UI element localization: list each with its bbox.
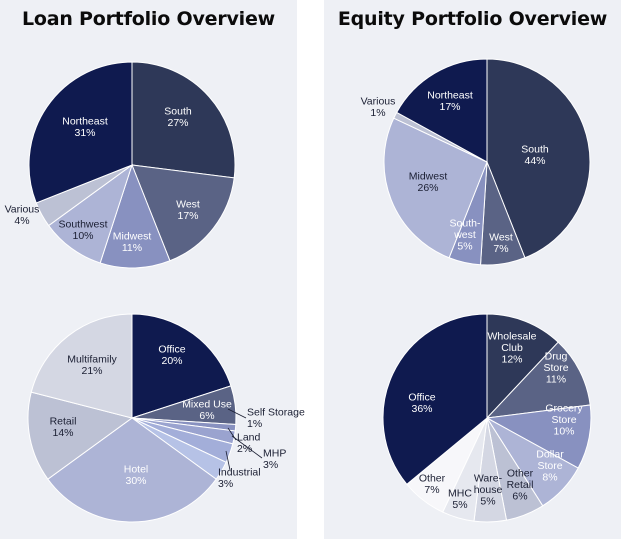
- slice-label-south: South 44%: [521, 143, 549, 167]
- pie-slice-office: [131, 313, 232, 419]
- slice-label-west: West 17%: [176, 198, 200, 222]
- slice-label-retail: Retail 14%: [50, 415, 77, 439]
- pie-slice-south: [486, 58, 591, 259]
- pie-slice-midwest: [383, 117, 488, 259]
- slice-label-office: Office 20%: [158, 343, 185, 367]
- loan-region-pie: South 27% West 17% Midwest 11%Southwest 10% Var…: [5, 61, 236, 269]
- slice-label-midwest: Midwest 26%: [409, 170, 448, 194]
- slice-label-mhp: MHP 3%: [263, 447, 286, 471]
- slice-label-various: Various 1%: [361, 95, 396, 119]
- equity-portfolio-title: Equity Portfolio Overview: [337, 8, 608, 30]
- slice-label-various: Various 4%: [5, 203, 40, 227]
- loan-portfolio-title: Loan Portfolio Overview: [21, 8, 276, 30]
- pie-slice-northeast: [396, 58, 488, 163]
- slice-label-multifamily: Multifamily 21%: [67, 353, 117, 377]
- slice-label-other-retail: Other Retail 6%: [507, 468, 534, 503]
- leader-line-mhp: [231, 435, 263, 459]
- slice-label-land: Land 2%: [237, 431, 261, 455]
- pie-slice-multifamily: [30, 313, 133, 419]
- slice-label-grocery-store: Grocery Store 10%: [545, 403, 583, 438]
- pie-slice-retail: [27, 391, 134, 480]
- leader-line-self-storage: [227, 408, 247, 419]
- slice-label-hotel: Hotel 30%: [124, 463, 149, 487]
- leader-line-industrial: [225, 450, 231, 471]
- slice-label-industrial: Industrial 3%: [218, 466, 261, 490]
- slice-label-south: South 27%: [164, 105, 192, 129]
- slice-label-mhc: MHC 5%: [448, 487, 472, 511]
- slice-label-drug-store: Drug Store 11%: [543, 351, 568, 386]
- pie-slice-midwest: [99, 163, 171, 269]
- slice-label-wholesale-club: Wholesale Club 12%: [487, 331, 536, 366]
- pie-slice-west: [131, 164, 235, 262]
- slice-label-midwest: Midwest 11%: [113, 230, 152, 254]
- slice-label-ware-house: Ware-house 5%: [474, 473, 503, 508]
- slice-label-other: Other 7%: [419, 472, 446, 496]
- slice-label-northeast: Northeast 31%: [62, 115, 108, 139]
- equity-region-pie: South 44% West 7% South-west 5%Midwest 26% Vari…: [361, 58, 591, 266]
- pie-slice-hotel: [47, 417, 217, 523]
- pie-slice-office: [382, 313, 488, 485]
- pie-slice-south: [131, 61, 236, 179]
- equity-property-type-pie: Wholesale Club 12% Drug Store 11% Grocery Store…: [382, 313, 592, 523]
- slice-label-mixed-use: Mixed Use 6%: [182, 398, 232, 422]
- slice-label-south-west: South-west 5%: [450, 218, 481, 253]
- pie-slice-wholesale-club: [486, 313, 559, 420]
- slice-label-dollar-store: Dollar Store 8%: [536, 449, 564, 484]
- slice-label-southwest: Southwest 10%: [58, 218, 107, 242]
- slice-label-northeast: Northeast 17%: [427, 89, 473, 113]
- slice-label-self-storage: Self Storage 1%: [247, 406, 305, 430]
- pie-slice-drug-store: [485, 341, 591, 419]
- pie-slice-northeast: [28, 61, 133, 204]
- slice-label-office: Office 36%: [408, 391, 435, 415]
- slice-label-west: West 7%: [489, 231, 513, 255]
- loan-property-type-pie: Office 20% Mixed Use 6% Self Storage 1%Land 2%…: [27, 313, 305, 523]
